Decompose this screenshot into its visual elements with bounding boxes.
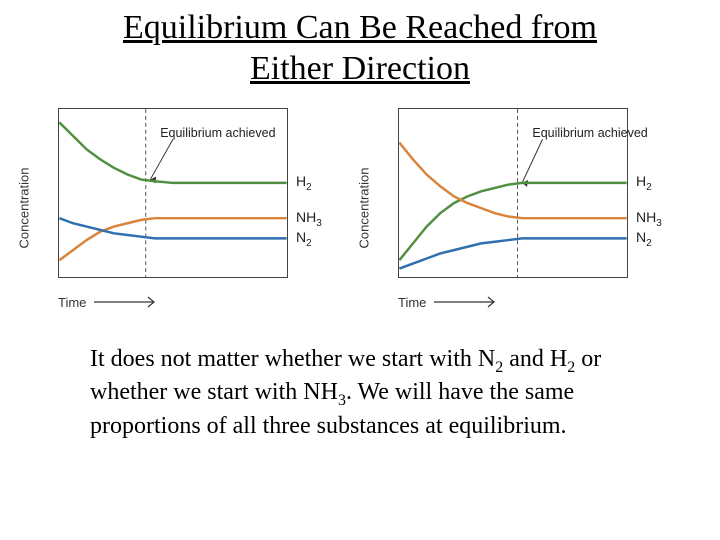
chart-box: Equilibrium achieved: [58, 108, 288, 278]
y-axis-label: Concentration: [17, 167, 32, 248]
x-axis-label-row: Time: [58, 295, 350, 310]
chart-left: Concentration Equilibrium achieved H2NH3…: [30, 108, 350, 308]
series-label-nh3: NH3: [296, 209, 322, 229]
charts-row: Concentration Equilibrium achieved H2 NH3…: [0, 108, 720, 308]
series-label-nh3: NH3: [636, 209, 662, 229]
y-axis-label: Concentration: [357, 167, 372, 248]
series-label-h2: H2: [636, 173, 652, 193]
series-label-h2: H2: [296, 173, 312, 193]
equilibrium-label: Equilibrium achieved: [160, 126, 275, 140]
body-paragraph: It does not matter whether we start with…: [0, 308, 720, 442]
x-axis-label-row: Time: [398, 295, 690, 310]
title-line-2: Either Direction: [250, 50, 470, 87]
series-label-n2: N2: [636, 229, 652, 249]
x-axis-label: Time: [398, 295, 426, 310]
equilibrium-label: Equilibrium achieved: [532, 126, 647, 140]
title-line-1: Equilibrium Can Be Reached from: [123, 9, 597, 46]
arrow-right-icon: [434, 296, 504, 308]
series-label-n2: N2: [296, 229, 312, 249]
arrow-right-icon: [94, 296, 164, 308]
chart-right: Concentration Equilibrium achieved H2NH3…: [370, 108, 690, 308]
slide-title: Equilibrium Can Be Reached from Either D…: [0, 0, 720, 90]
chart-box: Equilibrium achieved: [398, 108, 628, 278]
x-axis-label: Time: [58, 295, 86, 310]
